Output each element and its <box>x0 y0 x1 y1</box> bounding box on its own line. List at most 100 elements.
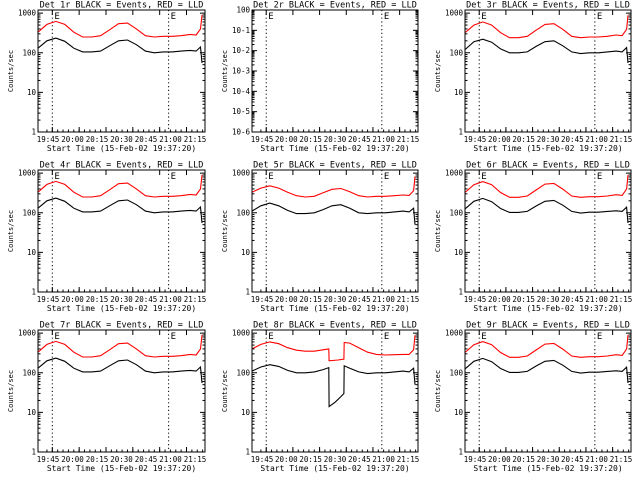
x-tick-label: 20:00 <box>61 135 84 144</box>
x-tick-label: 20:00 <box>61 455 84 464</box>
y-tick-label: 1 <box>31 288 36 297</box>
x-tick-label: 20:45 <box>561 135 584 144</box>
x-tick-label: 19:45 <box>37 455 60 464</box>
y-tick-label: 10-6 <box>232 128 251 137</box>
x-axis-label: Start Time (15-Feb-02 19:37:20) <box>47 304 196 313</box>
x-tick-label: 21:15 <box>610 455 633 464</box>
x-tick-label: 20:15 <box>512 295 535 304</box>
plot-frame <box>464 9 632 133</box>
marker-label: E <box>597 332 602 342</box>
x-tick-label: 20:15 <box>512 135 535 144</box>
series-line-lld <box>464 15 629 39</box>
x-tick-label: 21:00 <box>372 135 395 144</box>
y-axis-label: Counts/sec <box>434 210 442 252</box>
y-tick-label: 1000 <box>18 9 37 18</box>
x-tick-label: 19:45 <box>251 135 274 144</box>
x-tick-label: 21:15 <box>397 455 420 464</box>
x-tick-label: 20:30 <box>110 135 133 144</box>
x-tick-label: 19:45 <box>251 295 274 304</box>
x-tick-label: 20:15 <box>86 295 109 304</box>
marker-label: E <box>481 12 486 22</box>
x-tick-label: 20:30 <box>537 295 560 304</box>
x-tick-label: 20:45 <box>561 295 584 304</box>
x-tick-label: 20:45 <box>135 295 158 304</box>
x-tick-label: 20:15 <box>512 455 535 464</box>
marker-label: E <box>171 12 176 22</box>
y-axis-label: Counts/sec <box>7 370 15 412</box>
x-tick-label: 20:45 <box>348 295 371 304</box>
x-axis-label: Start Time (15-Feb-02 19:37:20) <box>473 304 622 313</box>
series-line-lld <box>37 14 203 38</box>
x-tick-label: 19:45 <box>464 135 487 144</box>
x-tick-label: 20:30 <box>537 135 560 144</box>
x-tick-label: 20:45 <box>348 135 371 144</box>
x-tick-label: 20:45 <box>135 455 158 464</box>
panel-title: Det 7r BLACK = Events, RED = LLD <box>40 321 204 331</box>
series-line-lld <box>251 335 416 362</box>
x-tick-label: 20:00 <box>488 135 511 144</box>
marker-label: E <box>54 332 59 342</box>
y-tick-label: 10-5 <box>232 107 250 116</box>
y-axis-label: Counts/sec <box>434 50 442 92</box>
marker-label: E <box>597 12 602 22</box>
x-axis-label: Start Time (15-Feb-02 19:37:20) <box>47 144 196 153</box>
y-tick-label: 10-2 <box>232 46 250 55</box>
y-tick-label: 1 <box>31 128 36 137</box>
x-tick-label: 21:00 <box>585 295 608 304</box>
series-line-lld <box>464 175 629 198</box>
y-tick-label: 1 <box>458 288 463 297</box>
y-axis-label: Counts/sec <box>434 370 442 412</box>
x-tick-label: 20:15 <box>299 455 322 464</box>
x-tick-label: 19:45 <box>251 455 274 464</box>
marker-label: E <box>481 332 486 342</box>
y-axis-label: Counts/sec <box>7 210 15 252</box>
x-tick-label: 20:15 <box>299 135 322 144</box>
y-axis-label: Counts/sec <box>7 50 15 92</box>
marker-label: E <box>171 332 176 342</box>
x-tick-label: 20:00 <box>275 455 298 464</box>
y-tick-label: 10-4 <box>232 87 251 96</box>
plot-frame <box>251 9 419 133</box>
x-tick-label: 20:45 <box>348 455 371 464</box>
y-tick-label: 100 <box>22 48 36 57</box>
marker-label: E <box>384 172 389 182</box>
y-tick-label: 100 <box>449 208 463 217</box>
marker-label: E <box>481 172 486 182</box>
series-line-events <box>464 38 629 64</box>
x-tick-label: 20:15 <box>299 295 322 304</box>
x-tick-label: 20:30 <box>324 295 347 304</box>
x-tick-label: 19:45 <box>464 455 487 464</box>
x-tick-label: 21:00 <box>585 455 608 464</box>
y-tick-label: 10 <box>454 408 464 417</box>
panel-title: Det 6r BLACK = Events, RED = LLD <box>466 161 630 171</box>
x-tick-label: 19:45 <box>37 135 60 144</box>
x-axis-label: Start Time (15-Feb-02 19:37:20) <box>47 464 196 473</box>
y-tick-label: 1000 <box>445 329 464 338</box>
marker-label: E <box>268 172 273 182</box>
x-axis-label: Start Time (15-Feb-02 19:37:20) <box>260 144 409 153</box>
y-axis-label: Counts/sec <box>221 50 229 92</box>
x-tick-label: 20:15 <box>86 135 109 144</box>
y-tick-label: 1000 <box>445 169 464 178</box>
x-tick-label: 21:15 <box>397 295 420 304</box>
x-tick-label: 20:00 <box>488 295 511 304</box>
y-axis-label: Counts/sec <box>221 210 229 252</box>
y-tick-label: 100 <box>22 208 36 217</box>
series-line-events <box>37 37 203 64</box>
x-tick-label: 20:30 <box>110 455 133 464</box>
x-tick-label: 20:00 <box>275 135 298 144</box>
plot-frame <box>37 329 206 453</box>
x-tick-label: 21:15 <box>397 135 420 144</box>
marker-label: E <box>268 12 273 22</box>
y-axis-label: Counts/sec <box>221 370 229 412</box>
x-tick-label: 19:45 <box>464 295 487 304</box>
